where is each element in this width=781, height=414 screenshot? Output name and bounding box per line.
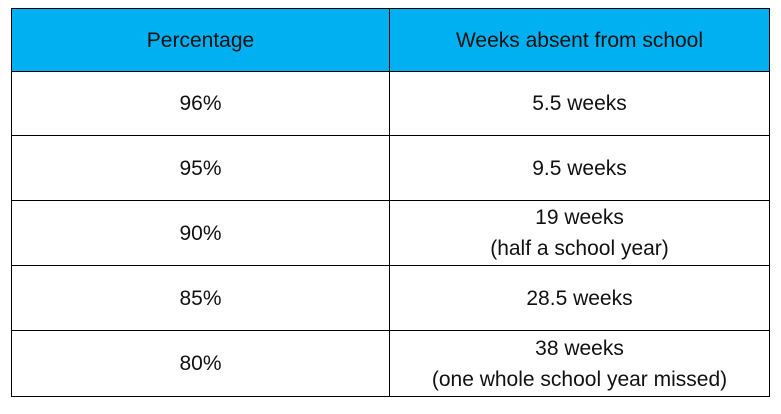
header-row: Percentage Weeks absent from school xyxy=(11,8,770,72)
percentage-cell: 90% xyxy=(11,200,390,266)
header-weeks-absent: Weeks absent from school xyxy=(389,8,770,72)
table-row: 80% 38 weeks (one whole school year miss… xyxy=(11,330,770,397)
table-row: 90% 19 weeks (half a school year) xyxy=(11,200,770,266)
weeks-cell: 5.5 weeks xyxy=(389,71,770,136)
table-row: 85% 28.5 weeks xyxy=(11,265,770,331)
header-percentage: Percentage xyxy=(11,8,390,72)
weeks-cell: 9.5 weeks xyxy=(389,135,770,201)
percentage-cell: 96% xyxy=(11,71,390,136)
weeks-cell: 19 weeks (half a school year) xyxy=(389,200,770,266)
weeks-value: 9.5 weeks xyxy=(532,156,627,180)
weeks-note: (half a school year) xyxy=(490,237,669,260)
table-row: 95% 9.5 weeks xyxy=(11,135,770,201)
weeks-value: 28.5 weeks xyxy=(526,286,633,310)
weeks-value: 19 weeks xyxy=(535,206,624,229)
weeks-cell: 38 weeks (one whole school year missed) xyxy=(389,330,770,397)
weeks-note: (one whole school year missed) xyxy=(431,367,728,391)
weeks-cell: 28.5 weeks xyxy=(389,265,770,331)
table-row: 96% 5.5 weeks xyxy=(11,71,770,136)
percentage-cell: 80% xyxy=(11,330,390,397)
weeks-value: 5.5 weeks xyxy=(532,92,627,115)
weeks-value: 38 weeks xyxy=(535,336,624,360)
table-header: Percentage Weeks absent from school xyxy=(11,8,770,72)
attendance-table: Percentage Weeks absent from school 96% … xyxy=(11,8,770,397)
table-body: 96% 5.5 weeks 95% 9.5 weeks 90% 19 weeks… xyxy=(11,71,770,397)
percentage-cell: 95% xyxy=(11,135,390,201)
percentage-cell: 85% xyxy=(11,265,390,331)
